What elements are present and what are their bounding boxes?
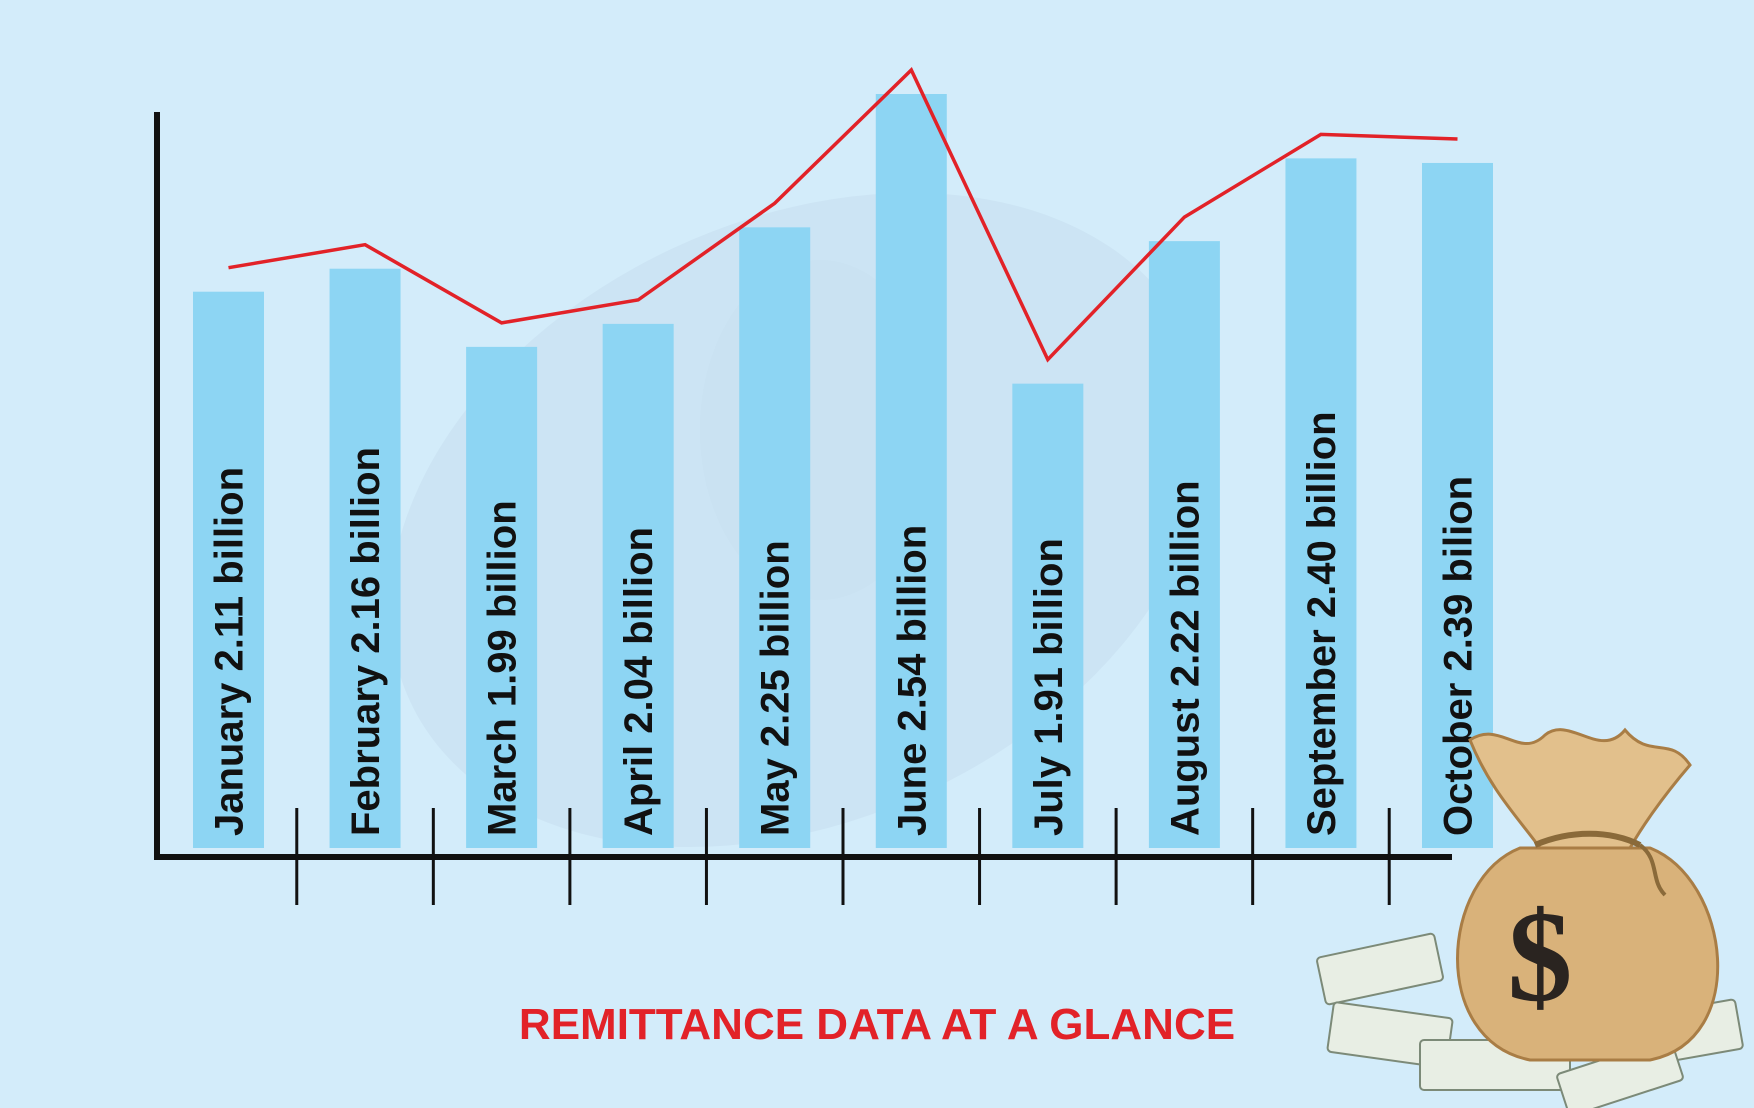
bar-label-september: September 2.40 billion xyxy=(1300,411,1344,836)
bar-label-june: June 2.54 billion xyxy=(890,525,934,836)
bar-february xyxy=(329,268,401,849)
bar-label-august: August 2.22 billion xyxy=(1163,480,1207,836)
bar-label-january: January 2.11 billion xyxy=(208,467,252,836)
trend-line xyxy=(228,67,1458,363)
bar-label-april: April 2.04 billion xyxy=(617,527,661,836)
bar-august xyxy=(1148,241,1220,848)
bars-group xyxy=(193,94,1493,849)
chart-title: REMITTANCE DATA AT A GLANCE xyxy=(518,1000,1236,1049)
bar-label-july: July 1.91 billion xyxy=(1027,538,1071,836)
svg-text:$: $ xyxy=(1508,885,1573,1029)
bar-january xyxy=(193,291,264,848)
money-bag-icon: $ xyxy=(1316,727,1744,1108)
bar-label-october: October 2.39 bilion xyxy=(1437,476,1481,836)
bar-march xyxy=(466,346,538,848)
bar-april xyxy=(602,323,674,848)
bar-labels-group: January 2.11 billion February 2.16 billio… xyxy=(208,411,1481,836)
bar-label-may: May 2.25 billion xyxy=(754,540,798,836)
ticks-group xyxy=(295,808,1391,905)
axes-group xyxy=(154,112,1452,860)
bar-september xyxy=(1285,158,1357,849)
bar-label-february: February 2.16 billion xyxy=(344,447,388,836)
bar-july xyxy=(1012,383,1084,848)
bar-label-march: March 1.99 billion xyxy=(481,500,525,836)
bar-june xyxy=(875,94,947,848)
bar-may xyxy=(739,227,811,848)
